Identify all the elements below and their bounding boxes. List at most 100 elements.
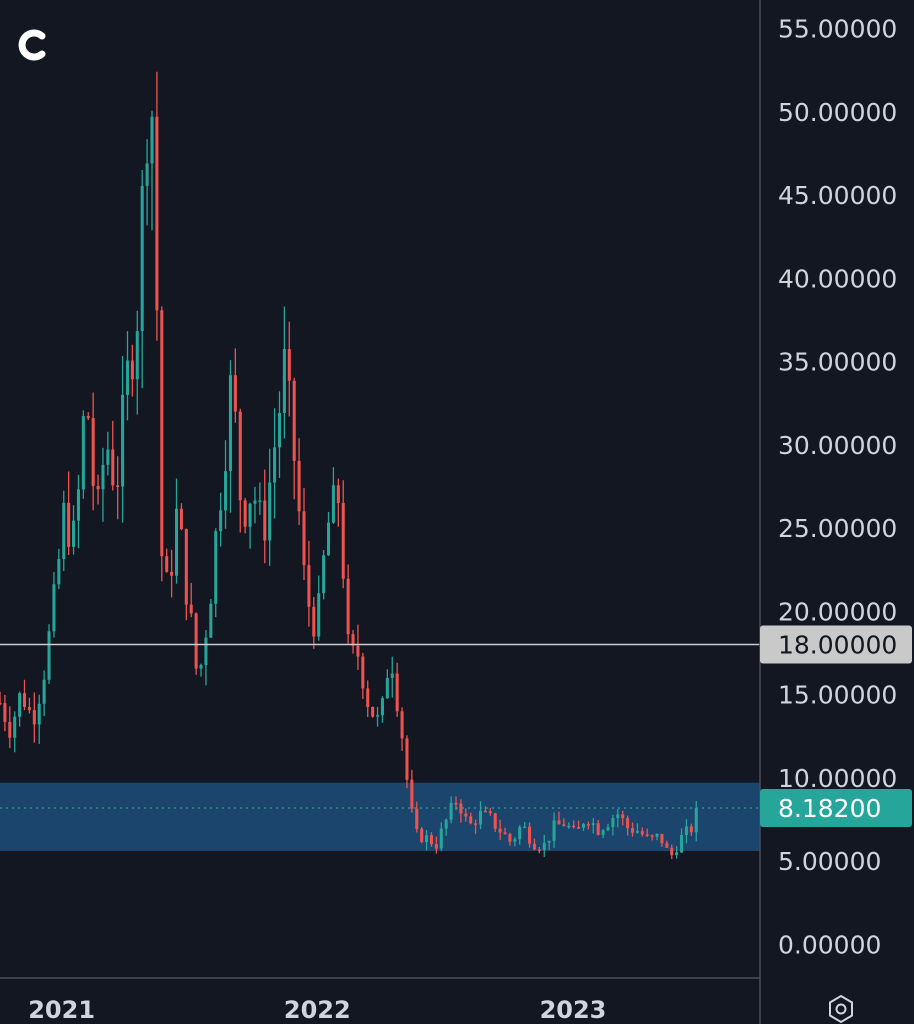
candle-body xyxy=(611,817,615,828)
candle xyxy=(366,680,370,718)
candle-body xyxy=(434,844,438,849)
candle-body xyxy=(22,693,27,707)
candle xyxy=(243,497,247,534)
candle xyxy=(351,630,355,654)
candle-body xyxy=(62,502,66,560)
candle xyxy=(449,796,453,824)
candle xyxy=(464,808,468,822)
candle-body xyxy=(106,449,110,465)
candle xyxy=(179,503,183,531)
candle-body xyxy=(680,834,684,853)
candle xyxy=(287,321,291,417)
candle xyxy=(341,480,345,589)
candle xyxy=(425,830,429,851)
candle xyxy=(331,467,335,524)
candle xyxy=(32,692,36,743)
candle-body xyxy=(268,482,272,541)
level-price-label: 18.00000 xyxy=(778,631,897,660)
candle xyxy=(689,823,693,836)
candle-body xyxy=(42,679,46,704)
candle-body xyxy=(596,823,600,835)
candle xyxy=(635,823,639,834)
candle xyxy=(52,572,56,638)
candle-body xyxy=(326,522,331,556)
candle-body xyxy=(635,831,639,833)
candle-body xyxy=(130,360,134,380)
settings-icon[interactable] xyxy=(826,994,856,1024)
candle-body xyxy=(101,464,105,490)
level-price-badge xyxy=(760,625,912,664)
candle xyxy=(282,306,286,439)
candle-body xyxy=(302,511,306,566)
candle xyxy=(523,822,527,829)
candle xyxy=(567,822,571,829)
candle xyxy=(86,412,90,421)
candle xyxy=(160,306,164,582)
candle xyxy=(640,827,644,837)
candle xyxy=(606,823,610,832)
candle-body xyxy=(317,593,321,637)
candle-body xyxy=(464,813,468,817)
candle-body xyxy=(292,380,296,461)
candle xyxy=(645,828,649,838)
x-tick-label: 2021 xyxy=(28,996,95,1024)
y-tick-label: 15.00000 xyxy=(778,681,897,710)
candle-body xyxy=(395,673,399,712)
candle-body xyxy=(238,411,242,501)
candle-body xyxy=(204,637,208,666)
candle-body xyxy=(562,824,566,826)
candle-body xyxy=(37,703,41,725)
candle-body xyxy=(27,706,31,711)
candle xyxy=(395,662,399,717)
candle-body xyxy=(503,832,507,835)
candle-body xyxy=(243,500,247,527)
candle-body xyxy=(380,698,384,716)
candle xyxy=(675,846,679,859)
candle xyxy=(106,431,110,476)
candle xyxy=(194,612,198,675)
candle xyxy=(258,482,262,515)
candle xyxy=(219,492,223,547)
candle-body xyxy=(179,508,183,530)
candle-body xyxy=(351,634,355,646)
candle-body xyxy=(47,631,51,680)
candle xyxy=(81,410,85,499)
candle xyxy=(547,840,551,851)
candle-body xyxy=(253,500,257,504)
candle xyxy=(292,377,296,500)
candle-body xyxy=(307,565,311,607)
candle-body xyxy=(96,485,100,490)
candle xyxy=(665,840,669,849)
candle xyxy=(72,505,76,555)
y-tick-label: 45.00000 xyxy=(778,181,897,210)
candle xyxy=(415,801,419,833)
candle-body xyxy=(572,825,576,828)
candle xyxy=(18,691,22,727)
candle xyxy=(356,624,360,670)
candle-body xyxy=(219,510,223,532)
candle xyxy=(248,502,252,549)
candle xyxy=(380,696,384,723)
candle-body xyxy=(287,349,291,381)
candle-body xyxy=(425,835,429,843)
y-tick-label: 20.00000 xyxy=(778,597,897,626)
candle xyxy=(537,846,541,854)
candle-body xyxy=(233,375,237,412)
candle-body xyxy=(670,847,674,856)
candle xyxy=(273,408,277,519)
candle-body xyxy=(361,656,365,689)
candle xyxy=(307,540,311,627)
candle xyxy=(508,832,512,846)
candle xyxy=(224,440,228,529)
candle xyxy=(214,528,218,618)
candle xyxy=(532,838,536,851)
candle xyxy=(400,707,404,751)
candle xyxy=(199,663,203,677)
candle xyxy=(478,801,483,830)
candle xyxy=(611,814,615,836)
candle xyxy=(13,711,17,753)
y-tick-label: 40.00000 xyxy=(778,264,897,293)
candle-body xyxy=(248,503,252,527)
candle-body xyxy=(459,803,463,814)
